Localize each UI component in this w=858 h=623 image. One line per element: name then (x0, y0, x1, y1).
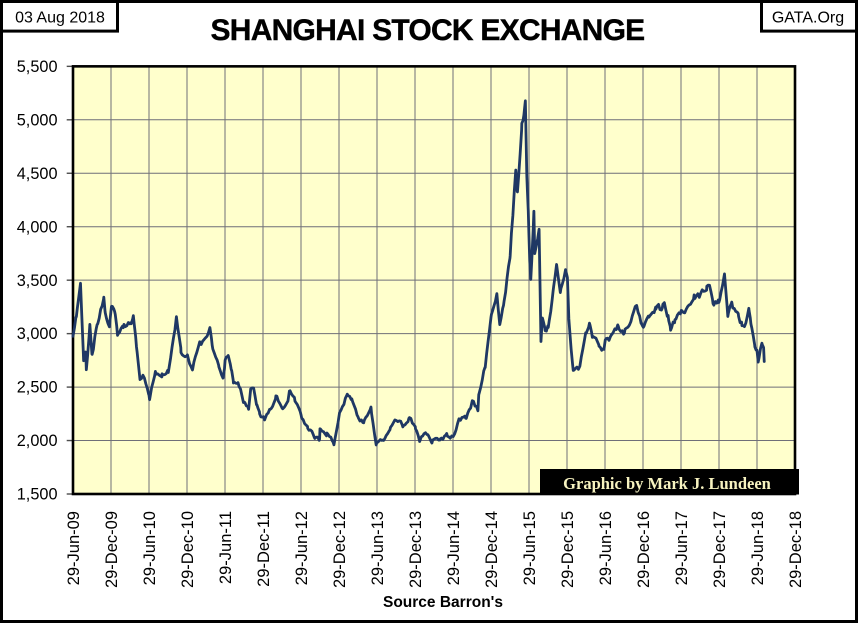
svg-text:SHANGHAI STOCK EXCHANGE: SHANGHAI STOCK EXCHANGE (211, 14, 645, 47)
svg-text:29-Jun-10: 29-Jun-10 (141, 511, 159, 585)
svg-text:GATA.Org: GATA.Org (772, 10, 844, 27)
svg-text:29-Jun-18: 29-Jun-18 (749, 511, 767, 585)
svg-text:29-Dec-17: 29-Dec-17 (711, 511, 729, 588)
svg-text:29-Jun-17: 29-Jun-17 (673, 511, 691, 585)
svg-text:29-Dec-16: 29-Dec-16 (635, 511, 653, 588)
svg-text:3,000: 3,000 (17, 325, 58, 343)
svg-text:29-Jun-13: 29-Jun-13 (369, 511, 387, 585)
svg-text:29-Dec-14: 29-Dec-14 (483, 511, 501, 588)
svg-text:29-Jun-16: 29-Jun-16 (597, 511, 615, 585)
svg-text:2,000: 2,000 (17, 432, 58, 450)
svg-text:Source Barron's: Source Barron's (383, 594, 503, 611)
svg-text:03 Aug 2018: 03 Aug 2018 (15, 10, 105, 27)
svg-text:29-Dec-09: 29-Dec-09 (103, 511, 121, 588)
svg-text:29-Dec-10: 29-Dec-10 (179, 511, 197, 588)
svg-text:29-Dec-15: 29-Dec-15 (559, 511, 577, 588)
svg-text:4,500: 4,500 (17, 165, 58, 183)
svg-text:29-Dec-18: 29-Dec-18 (787, 511, 805, 588)
svg-text:Graphic by Mark J. Lundeen: Graphic by Mark J. Lundeen (563, 474, 771, 493)
svg-text:2,500: 2,500 (17, 379, 58, 397)
svg-text:29-Jun-14: 29-Jun-14 (445, 511, 463, 585)
svg-text:1,500: 1,500 (17, 486, 58, 504)
svg-text:29-Jun-15: 29-Jun-15 (521, 511, 539, 585)
svg-text:4,000: 4,000 (17, 218, 58, 236)
svg-text:29-Jun-09: 29-Jun-09 (65, 511, 83, 585)
svg-text:29-Jun-11: 29-Jun-11 (217, 511, 235, 584)
svg-text:5,000: 5,000 (17, 111, 58, 129)
svg-text:29-Dec-11: 29-Dec-11 (255, 511, 273, 587)
svg-text:29-Jun-12: 29-Jun-12 (293, 511, 311, 585)
svg-text:3,500: 3,500 (17, 272, 58, 290)
svg-text:29-Dec-13: 29-Dec-13 (407, 511, 425, 588)
svg-text:5,500: 5,500 (17, 58, 58, 76)
svg-text:29-Dec-12: 29-Dec-12 (331, 511, 349, 588)
